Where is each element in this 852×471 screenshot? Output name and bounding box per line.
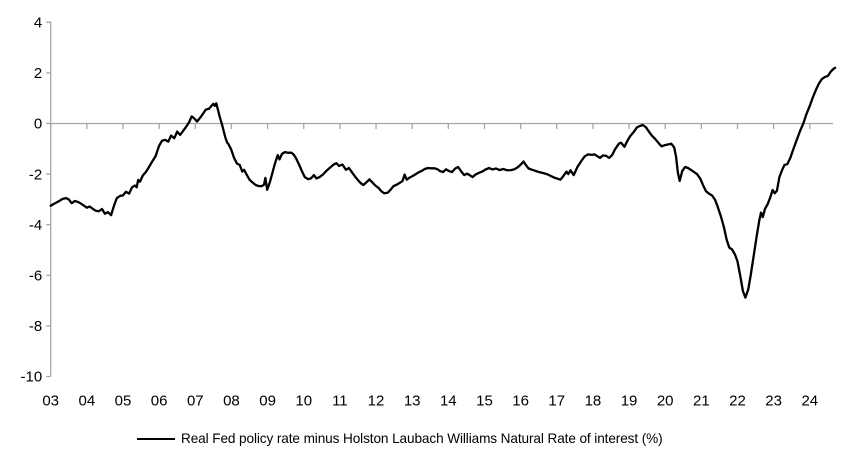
- x-tick-label: 03: [42, 393, 59, 410]
- x-tick-label: 04: [79, 393, 96, 410]
- x-tick-label: 13: [404, 393, 421, 410]
- x-tick-label: 07: [187, 393, 204, 410]
- x-tick-label: 11: [332, 393, 348, 410]
- y-tick-label: -2: [29, 166, 42, 183]
- y-tick-label: -6: [29, 268, 42, 285]
- legend-line-swatch: [137, 437, 175, 440]
- y-tick-label: -4: [29, 217, 42, 234]
- y-tick-label: -8: [29, 318, 42, 335]
- y-tick-label: 4: [34, 15, 42, 32]
- x-tick-label: 10: [295, 393, 312, 410]
- x-tick-label: 24: [801, 393, 818, 410]
- x-tick-label: 21: [693, 393, 710, 410]
- legend: Real Fed policy rate minus Holston Lauba…: [137, 431, 663, 446]
- y-tick-label: 2: [34, 65, 42, 82]
- x-tick-label: 20: [657, 393, 674, 410]
- x-tick-label: 18: [585, 393, 602, 410]
- x-tick-label: 15: [476, 393, 493, 410]
- legend-label: Real Fed policy rate minus Holston Lauba…: [181, 431, 663, 446]
- x-tick-label: 08: [223, 393, 240, 410]
- x-tick-label: 09: [259, 393, 276, 410]
- x-tick-label: 23: [765, 393, 782, 410]
- x-tick-label: 17: [548, 393, 565, 410]
- x-tick-label: 06: [151, 393, 168, 410]
- y-tick-label: -10: [21, 369, 43, 386]
- x-tick-label: 05: [115, 393, 132, 410]
- x-tick-label: 14: [440, 393, 457, 410]
- data-line: [49, 66, 837, 299]
- x-tick-label: 12: [368, 393, 385, 410]
- y-tick-label: 0: [34, 116, 42, 133]
- x-tick-label: 19: [621, 393, 638, 410]
- x-tick-label: 16: [512, 393, 529, 410]
- x-tick-label: 22: [729, 393, 746, 410]
